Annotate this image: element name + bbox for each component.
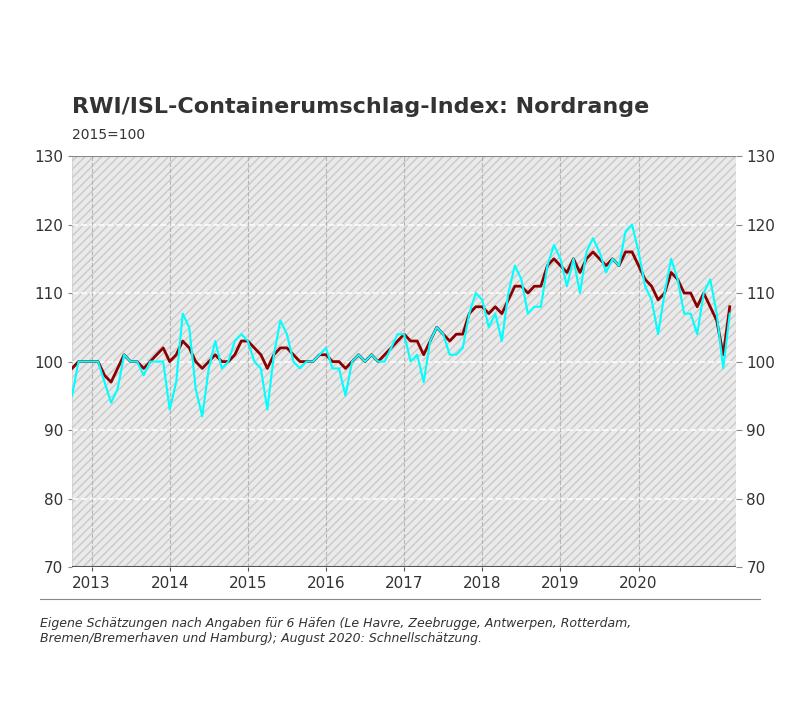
Legend: Originalwert, saisonbereinigt: Originalwert, saisonbereinigt [549, 707, 728, 709]
Text: Eigene Schätzungen nach Angaben für 6 Häfen (Le Havre, Zeebrugge, Antwerpen, Rot: Eigene Schätzungen nach Angaben für 6 Hä… [40, 617, 631, 644]
Text: 2015=100: 2015=100 [72, 128, 145, 142]
Text: RWI/ISL-Containerumschlag-Index: Nordrange: RWI/ISL-Containerumschlag-Index: Nordran… [72, 97, 650, 117]
FancyBboxPatch shape [72, 156, 736, 567]
